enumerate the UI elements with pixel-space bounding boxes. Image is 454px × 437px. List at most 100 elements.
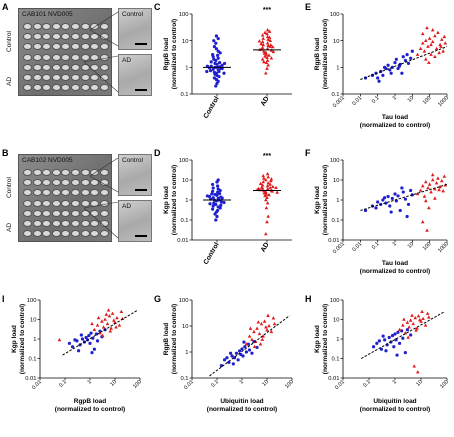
data-point-ad	[265, 201, 270, 205]
x-tick-group: 1000	[437, 241, 450, 254]
data-point-ad	[255, 326, 259, 330]
data-point-ad	[265, 328, 269, 332]
data-point-ad	[274, 185, 278, 190]
tissue-core	[42, 23, 52, 30]
tissue-core	[99, 179, 109, 187]
data-point-control	[212, 76, 216, 80]
tissue-core	[23, 199, 32, 207]
data-point-ad	[264, 198, 268, 202]
data-point-control	[388, 204, 392, 208]
x-tick-group: 0.1	[210, 379, 220, 389]
data-point-ad	[433, 33, 437, 38]
data-point-control	[381, 198, 385, 202]
tissue-core	[80, 209, 90, 217]
tissue-core	[71, 199, 80, 207]
tissue-microarray-image: CAB102 NVD005	[18, 154, 112, 242]
tissue-core	[23, 63, 32, 71]
tissue-core	[51, 220, 61, 227]
panel-b: B CAB102 NVD005 Control AD Control AD	[0, 146, 152, 254]
data-point-ad	[425, 25, 429, 30]
y-tick-label: 100	[330, 158, 340, 164]
tissue-core	[42, 169, 52, 176]
data-point-ad	[268, 182, 272, 186]
tissue-core	[71, 63, 80, 71]
data-point-ad	[427, 315, 431, 319]
data-point-control	[211, 207, 215, 211]
scale-bar	[135, 43, 147, 45]
y-axis-title: RgpB load (normalized to control)	[314, 19, 329, 89]
tissue-core	[42, 179, 52, 187]
data-point-ad	[269, 177, 274, 181]
data-point-control	[219, 203, 223, 207]
data-point-ad	[405, 320, 410, 324]
trend-line	[360, 46, 447, 80]
tissue-core	[99, 209, 109, 217]
data-point-ad	[109, 326, 113, 330]
x-tick-group: 10	[407, 95, 416, 104]
data-point-ad	[265, 171, 270, 176]
data-point-ad	[117, 323, 122, 327]
data-point-control	[216, 205, 220, 209]
data-point-control	[401, 55, 405, 59]
data-point-ad	[260, 33, 265, 37]
tissue-core	[61, 43, 71, 51]
x-tick-group: 1	[239, 379, 245, 385]
data-point-ad	[103, 317, 107, 321]
data-point-ad	[426, 44, 430, 48]
y-axis-label-line2: (normalized to control)	[322, 19, 329, 89]
x-tick-group: 0.01	[351, 241, 363, 253]
x-axis-label-line2: (normalized to control)	[207, 406, 277, 413]
data-point-control	[214, 34, 218, 38]
panel-letter: B	[2, 148, 9, 158]
data-point-ad	[265, 195, 269, 200]
data-point-ad	[267, 324, 271, 328]
data-point-ad	[96, 315, 101, 320]
data-point-control	[409, 56, 413, 60]
y-axis-title: RgpB load (normalized to control)	[163, 19, 178, 89]
data-point-ad	[104, 312, 109, 316]
data-point-control	[211, 53, 215, 57]
data-point-control	[215, 214, 219, 219]
tissue-core	[23, 220, 32, 227]
data-point-control	[247, 348, 252, 352]
data-point-ad	[265, 31, 269, 36]
data-point-ad	[420, 309, 424, 314]
tissue-core	[71, 179, 80, 187]
data-point-control	[87, 333, 91, 338]
data-point-ad	[260, 39, 265, 44]
data-point-ad	[422, 194, 427, 198]
tissue-core	[99, 33, 109, 41]
data-point-ad	[257, 39, 262, 43]
data-point-ad	[430, 172, 435, 177]
tissue-core	[71, 220, 80, 227]
trend-line	[209, 315, 290, 377]
data-point-control	[386, 63, 390, 67]
plot-area	[360, 172, 447, 232]
tissue-core	[61, 33, 71, 41]
data-point-ad	[247, 334, 252, 338]
x-axis-label-line2: (normalized to control)	[360, 406, 430, 413]
x-tick-label: 1	[392, 379, 398, 385]
data-point-ad	[264, 231, 268, 236]
data-point-ad	[262, 59, 266, 64]
data-point-control	[392, 345, 396, 349]
data-point-control	[398, 208, 402, 213]
data-point-control	[384, 201, 388, 205]
data-point-control	[211, 182, 215, 187]
tissue-core	[90, 43, 100, 51]
data-point-control	[401, 190, 405, 194]
x-tick-group: AD	[260, 95, 271, 107]
data-point-control	[255, 345, 259, 350]
data-point-ad	[268, 38, 272, 42]
data-point-control	[216, 190, 220, 194]
x-tick-group: 0.01	[31, 379, 43, 391]
tissue-core	[51, 63, 61, 71]
chart-panel-h: H 0.01 0.1 1 10 100 Kgp load (normalized to co…	[303, 292, 454, 432]
trend-line	[360, 183, 447, 211]
data-point-ad	[430, 28, 435, 32]
y-axis-title: Kgp load (normalized to control)	[11, 304, 26, 374]
data-point-ad	[271, 44, 275, 49]
x-tick-label: 0.01	[31, 379, 43, 391]
data-point-ad	[427, 182, 432, 186]
